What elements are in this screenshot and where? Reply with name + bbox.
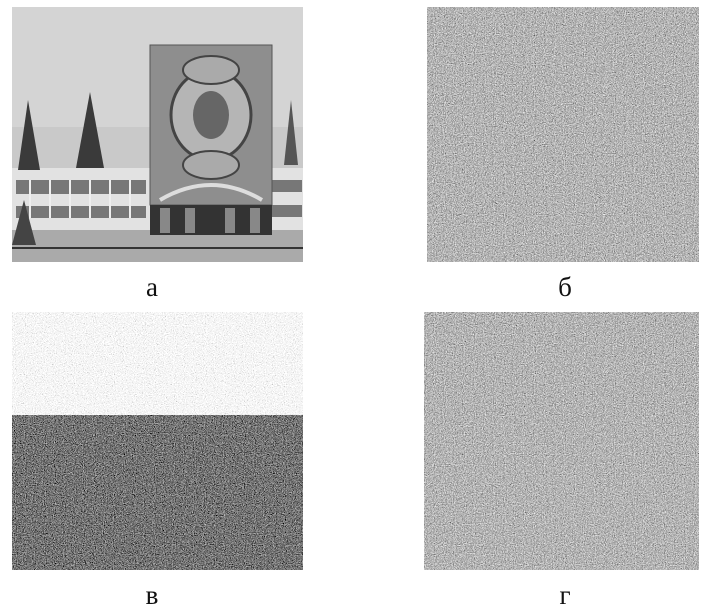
panel-label: б [558, 272, 572, 302]
noise-image [424, 312, 699, 570]
panel-label: в [146, 580, 159, 610]
noise-image-light [12, 312, 303, 415]
panel-label: а [146, 272, 158, 302]
photo [12, 7, 303, 262]
figure: а б в г [0, 0, 706, 610]
noise-image [427, 7, 699, 262]
noise-image-dark [12, 415, 303, 570]
panel-label: г [559, 580, 570, 610]
